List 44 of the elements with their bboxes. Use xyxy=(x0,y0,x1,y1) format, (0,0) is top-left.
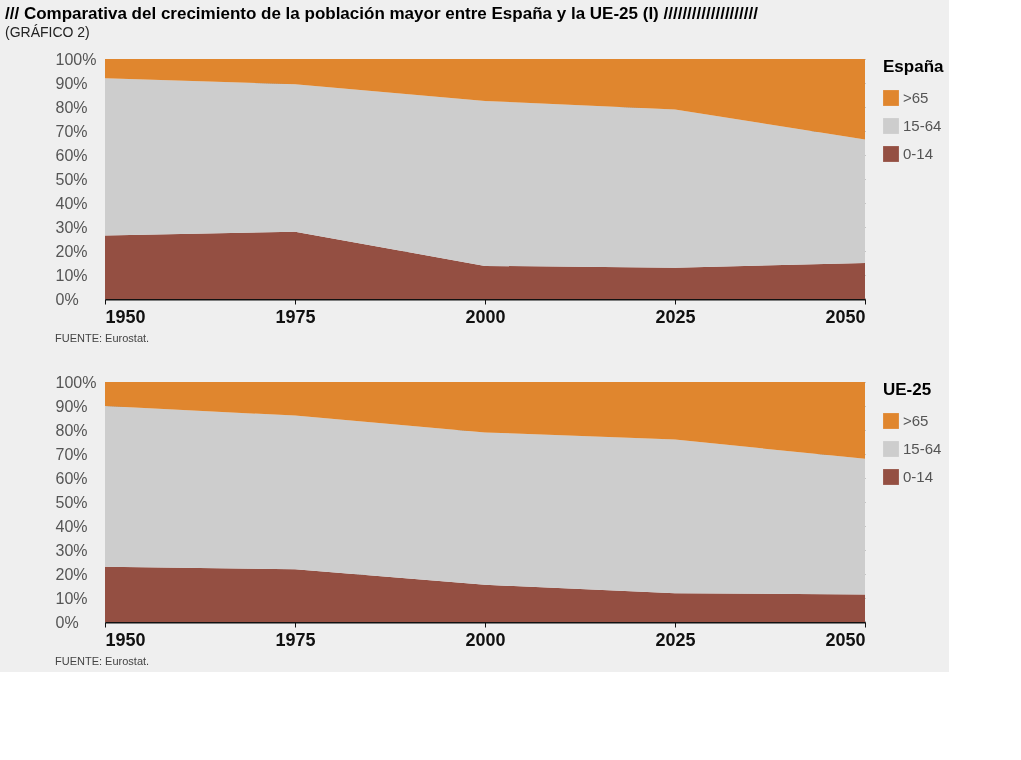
legend-label: 15-64 xyxy=(903,440,942,457)
y-tick-label: 70% xyxy=(55,445,88,463)
legend-label: 0-14 xyxy=(903,468,934,485)
x-tick-label: 1950 xyxy=(105,629,146,650)
x-tick-label: 2050 xyxy=(825,629,866,650)
x-tick-label: 2025 xyxy=(655,306,696,327)
y-tick-label: 60% xyxy=(55,146,88,164)
y-tick-label: 0% xyxy=(55,613,79,631)
legend-title: UE-25 xyxy=(883,380,932,399)
legend-label: >65 xyxy=(903,412,929,429)
legend-label: 0-14 xyxy=(903,145,934,162)
x-tick-label: 2000 xyxy=(465,306,506,327)
chart-subtitle: (GRÁFICO 2) xyxy=(5,24,90,40)
x-tick-label: 2025 xyxy=(655,629,696,650)
y-tick-label: 80% xyxy=(55,98,88,116)
y-tick-label: 10% xyxy=(55,266,88,284)
x-tick-label: 2000 xyxy=(465,629,506,650)
x-tick-label: 1975 xyxy=(275,306,316,327)
x-tick-label: 1950 xyxy=(105,306,146,327)
x-tick-label: 2050 xyxy=(825,306,866,327)
y-tick-label: 40% xyxy=(55,517,88,535)
y-tick-label: 30% xyxy=(55,218,88,236)
chart-title: /// Comparativa del crecimiento de la población mayor entre España y la UE-25 (I) //////////////////// xyxy=(5,4,759,23)
y-tick-label: 50% xyxy=(55,170,88,188)
y-tick-label: 50% xyxy=(55,493,88,511)
y-tick-label: 20% xyxy=(55,242,88,260)
legend-title: España xyxy=(883,57,945,76)
y-tick-label: 40% xyxy=(55,194,88,212)
source-note: FUENTE: Eurostat. xyxy=(55,655,150,667)
y-tick-label: 90% xyxy=(55,74,88,92)
y-tick-label: 10% xyxy=(55,589,88,607)
y-tick-label: 60% xyxy=(55,469,88,487)
y-tick-label: 100% xyxy=(55,50,97,68)
y-tick-label: 80% xyxy=(55,421,88,439)
legend-label: >65 xyxy=(903,89,929,106)
y-tick-label: 70% xyxy=(55,122,88,140)
y-tick-label: 20% xyxy=(55,565,88,583)
source-note: FUENTE: Eurostat. xyxy=(55,332,150,344)
y-tick-label: 0% xyxy=(55,290,79,308)
y-tick-label: 30% xyxy=(55,541,88,559)
legend-label: 15-64 xyxy=(903,117,942,134)
y-tick-label: 90% xyxy=(55,397,88,415)
x-tick-label: 1975 xyxy=(275,629,316,650)
y-tick-label: 100% xyxy=(55,373,97,391)
